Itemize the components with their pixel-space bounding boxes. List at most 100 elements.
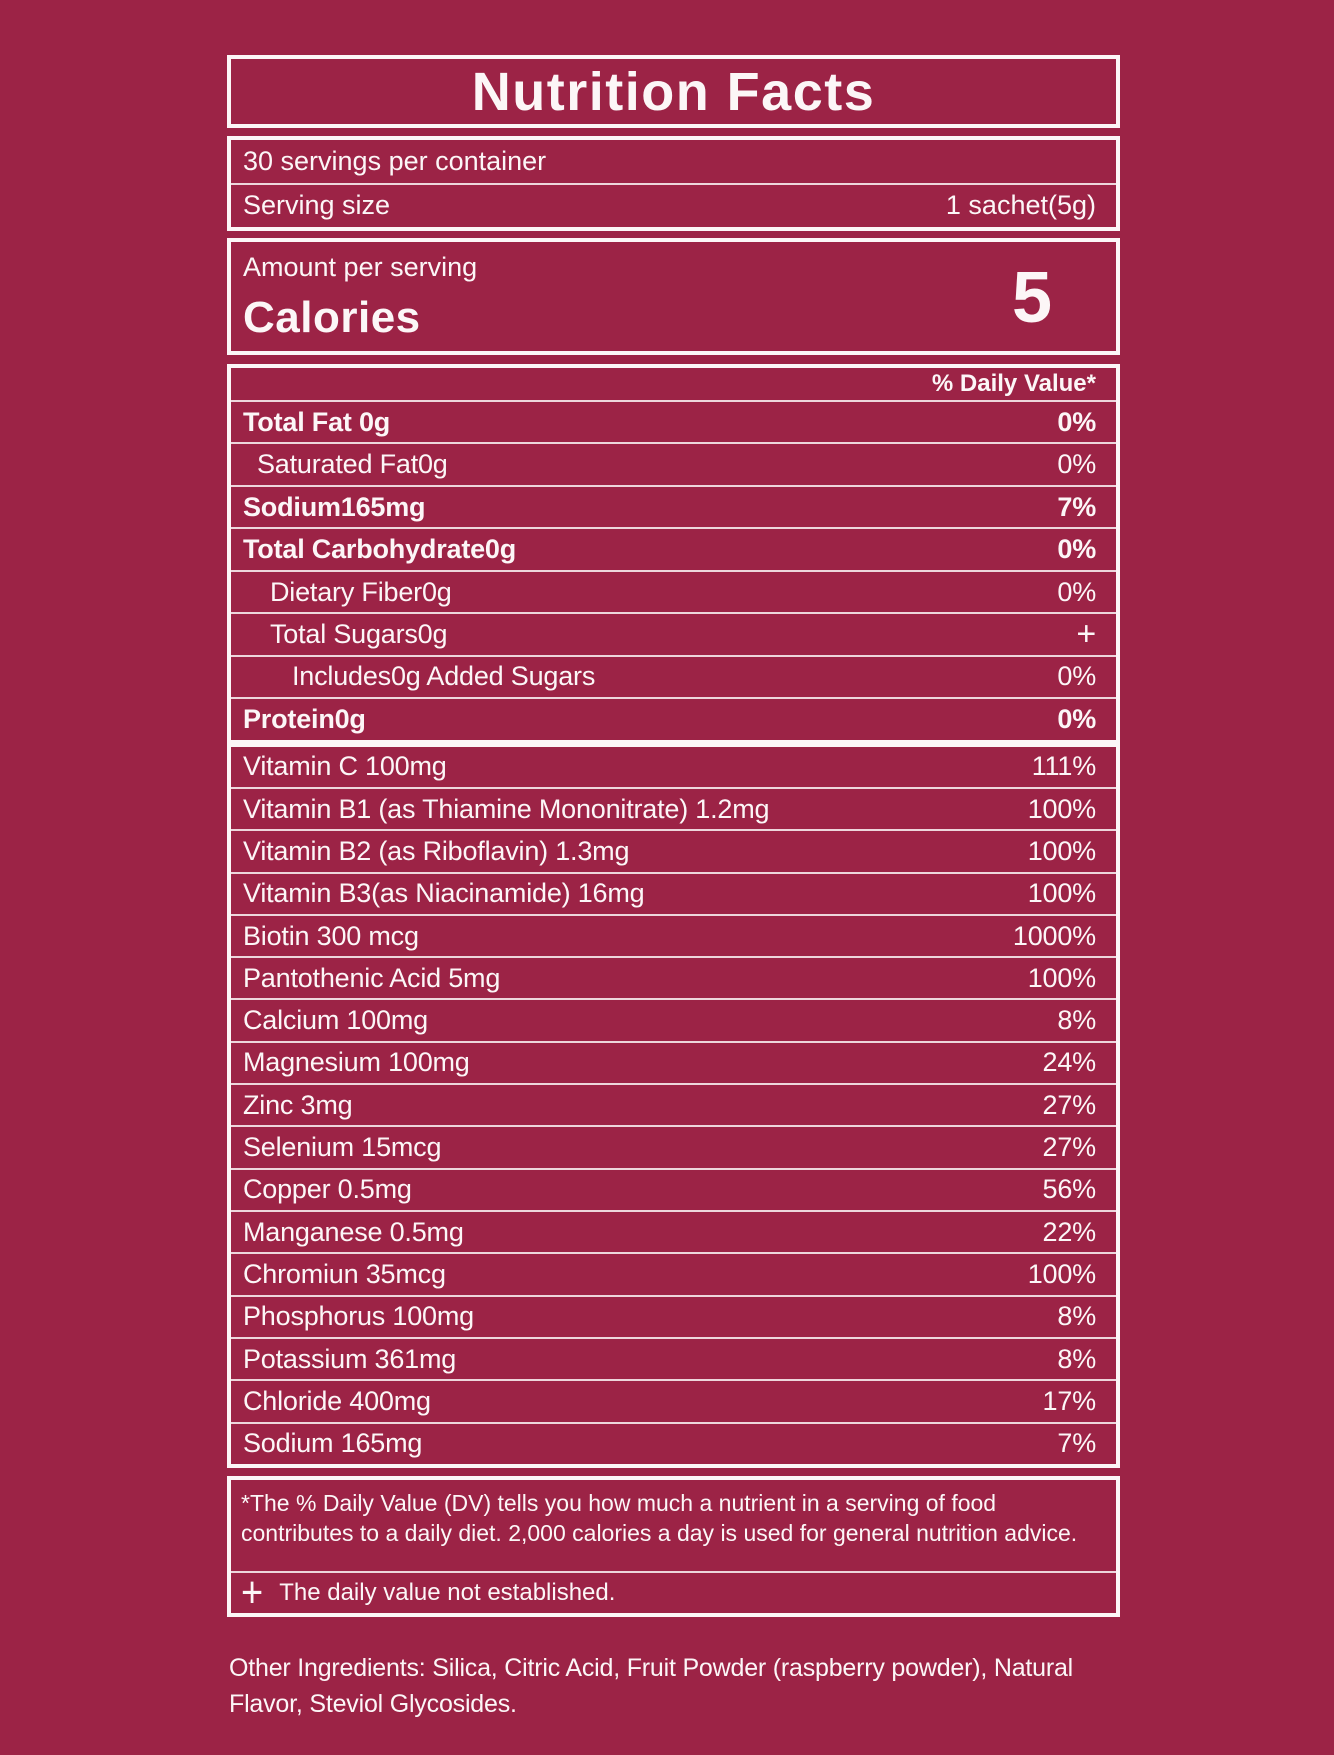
title-box: Nutrition Facts <box>227 55 1120 128</box>
nutrient-label: Vitamin B1 (as Thiamine Mononitrate) 1.2… <box>243 793 770 824</box>
nutrient-row: Vitamin B1 (as Thiamine Mononitrate) 1.2… <box>231 786 1116 829</box>
nutrient-row: Sodium165mg 7% <box>231 484 1116 527</box>
footnote-box: *The % Daily Value (DV) tells you how mu… <box>227 1476 1120 1617</box>
servings-box: 30 servings per container Serving size 1… <box>227 136 1120 231</box>
nutrient-label: Potassium 361mg <box>243 1343 457 1374</box>
serving-size-value: 1 sachet(5g) <box>945 190 1096 221</box>
daily-value-header: % Daily Value* <box>231 368 1116 402</box>
nutrient-row: Biotin 300 mcg 1000% <box>231 913 1116 956</box>
nutrient-row: Dietary Fiber0g 0% <box>231 569 1116 612</box>
nutrient-label: Calcium 100mg <box>243 1005 428 1036</box>
nutrient-label: Vitamin C 100mg <box>243 751 447 782</box>
calories-label: Calories <box>243 293 421 342</box>
macro-rows-group: Total Fat 0g 0% Saturated Fat0g 0% Sodium165… <box>231 402 1116 740</box>
amount-per-serving: Amount per serving <box>243 252 478 282</box>
nutrients-table: % Daily Value* Total Fat 0g 0% Saturated F… <box>227 364 1120 1468</box>
daily-value-note-row: + The daily value not established. <box>231 1568 1116 1618</box>
nutrient-label: Protein0g <box>243 703 366 734</box>
nutrient-daily-value: 7% <box>1057 1428 1096 1459</box>
nutrient-row: Phosphorus 100mg 8% <box>231 1294 1116 1337</box>
nutrient-label: Dietary Fiber0g <box>270 576 452 607</box>
nutrient-daily-value: 24% <box>1042 1047 1097 1078</box>
nutrient-daily-value: 8% <box>1057 1301 1096 1332</box>
nutrient-row: Vitamin C 100mg 111% <box>231 747 1116 787</box>
nutrient-label: Zinc 3mg <box>243 1089 353 1120</box>
nutrient-row: Vitamin B2 (as Riboflavin) 1.3mg 100% <box>231 829 1116 871</box>
nutrient-row: Chloride 400mg 17% <box>231 1379 1116 1421</box>
nutrient-daily-value: 111% <box>1031 751 1096 782</box>
nutrient-label: Total Fat 0g <box>243 406 391 437</box>
thick-divider <box>231 739 1116 747</box>
nutrient-label: Phosphorus 100mg <box>243 1301 474 1332</box>
nutrient-daily-value: 8% <box>1057 1005 1096 1036</box>
calories-value: 5 <box>1011 257 1052 338</box>
nutrient-label: Pantothenic Acid 5mg <box>243 962 501 993</box>
nutrient-row: Includes0g Added Sugars 0% <box>231 654 1116 697</box>
nutrient-daily-value: 56% <box>1042 1174 1097 1205</box>
nutrient-row: Sodium 165mg 7% <box>231 1421 1116 1464</box>
nutrient-daily-value: 1000% <box>1012 920 1096 951</box>
nutrient-daily-value: 100% <box>1027 835 1096 866</box>
daily-value-note: The daily value not established. <box>279 1579 616 1606</box>
nutrient-daily-value: 27% <box>1042 1132 1097 1163</box>
nutrient-row: Zinc 3mg 27% <box>231 1083 1116 1125</box>
nutrient-label: Biotin 300 mcg <box>243 920 419 951</box>
calories-box: Amount per serving Calories 5 <box>227 238 1120 355</box>
nutrient-daily-value: 0% <box>1057 534 1096 565</box>
nutrient-row: Total Sugars0g + <box>231 612 1116 654</box>
nutrient-daily-value: 17% <box>1042 1385 1097 1416</box>
nutrient-label: Copper 0.5mg <box>243 1174 412 1205</box>
nutrient-row: Calcium 100mg 8% <box>231 998 1116 1040</box>
serving-size-label: Serving size <box>243 190 391 221</box>
nutrient-label: Chloride 400mg <box>243 1385 431 1416</box>
nutrient-label: Includes0g Added Sugars <box>292 661 596 692</box>
nutrient-daily-value: 100% <box>1027 1259 1096 1289</box>
nutrient-daily-value: 22% <box>1042 1216 1097 1247</box>
nutrient-row: Potassium 361mg 8% <box>231 1336 1116 1379</box>
daily-value-footnote: *The % Daily Value (DV) tells you how mu… <box>241 1490 1078 1547</box>
nutrient-daily-value: 0% <box>1057 449 1096 480</box>
nutrient-label: Vitamin B2 (as Riboflavin) 1.3mg <box>243 835 630 866</box>
nutrient-row: Protein0g 0% <box>231 697 1116 739</box>
nutrient-row: Pantothenic Acid 5mg 100% <box>231 956 1116 998</box>
nutrient-daily-value: 0% <box>1057 406 1096 437</box>
other-ingredients: Other Ingredients: Silica, Citric Acid, … <box>229 1654 1074 1719</box>
calories-left: Amount per serving Calories <box>243 252 477 343</box>
nutrient-label: Total Carbohydrate0g <box>243 534 517 565</box>
nutrient-daily-value: 7% <box>1057 491 1096 522</box>
nutrient-daily-value: 8% <box>1057 1343 1096 1374</box>
micro-rows-group: Vitamin C 100mg 111% Vitamin B1 (as Thiami… <box>231 747 1116 1464</box>
nutrient-label: Manganese 0.5mg <box>243 1216 464 1247</box>
nutrient-label: Sodium 165mg <box>243 1428 423 1459</box>
nutrient-daily-value: 100% <box>1027 878 1096 909</box>
footnote-spacer <box>231 1549 1116 1571</box>
nutrient-label: Saturated Fat0g <box>257 449 448 480</box>
nutrient-label: Vitamin B3(as Niacinamide) 16mg <box>243 878 645 909</box>
nutrient-daily-value: 27% <box>1042 1089 1097 1120</box>
label-title: Nutrition Facts <box>471 61 876 122</box>
nutrient-daily-value: 100% <box>1027 793 1096 824</box>
nutrient-row: Magnesium 100mg 24% <box>231 1040 1116 1083</box>
nutrient-row: Vitamin B3(as Niacinamide) 16mg 100% <box>231 871 1116 914</box>
nutrient-label: Selenium 15mcg <box>243 1132 442 1163</box>
nutrient-row: Total Fat 0g 0% <box>231 402 1116 442</box>
nutrient-daily-value: 0% <box>1057 703 1096 734</box>
nutrient-daily-value: 0% <box>1057 576 1096 607</box>
plus-symbol: + <box>241 1568 264 1618</box>
servings-per-container: 30 servings per container <box>243 145 547 176</box>
nutrient-daily-value: 100% <box>1027 962 1096 993</box>
nutrient-label: Magnesium 100mg <box>243 1047 470 1078</box>
nutrient-row: Chromiun 35mcg 100% <box>231 1252 1116 1294</box>
nutrient-row: Total Carbohydrate0g 0% <box>231 527 1116 569</box>
serving-size-row: Serving size 1 sachet(5g) <box>231 182 1116 228</box>
nutrient-row: Selenium 15mcg 27% <box>231 1125 1116 1167</box>
nutrient-label: Sodium165mg <box>243 491 426 522</box>
nutrient-label: Total Sugars0g <box>270 618 448 649</box>
nutrition-facts-label: Nutrition Facts 30 servings per containe… <box>227 55 1120 1723</box>
servings-per-container-row: 30 servings per container <box>231 140 1116 183</box>
nutrient-label: Chromiun 35mcg <box>243 1259 446 1289</box>
nutrient-row: Manganese 0.5mg 22% <box>231 1210 1116 1252</box>
nutrient-row: Saturated Fat0g 0% <box>231 442 1116 484</box>
nutrient-row: Copper 0.5mg 56% <box>231 1167 1116 1210</box>
